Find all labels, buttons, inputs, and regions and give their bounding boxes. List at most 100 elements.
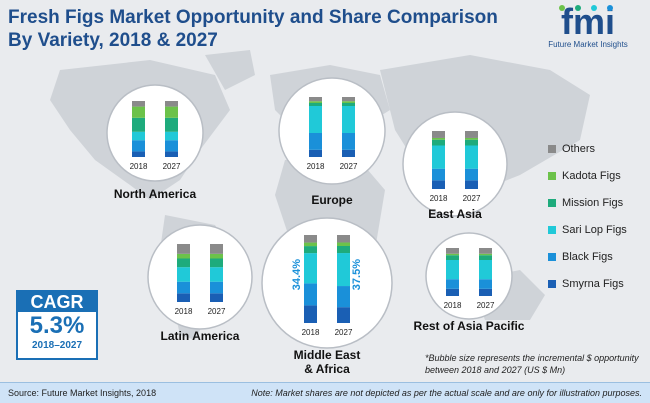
cagr-box: CAGR 5.3% 2018–2027	[16, 290, 98, 360]
logo-dot	[559, 5, 565, 11]
region-label: Rest of Asia Pacific	[414, 319, 525, 333]
bar-segment	[337, 246, 350, 254]
footer-bar: Source: Future Market Insights, 2018 Not…	[0, 382, 650, 403]
region-label: East Asia	[428, 207, 482, 221]
year-label: 2027	[163, 162, 181, 171]
bar-segment	[342, 106, 355, 133]
year-label: 2018	[302, 328, 320, 337]
bar-segment	[132, 140, 145, 152]
bar-segment	[309, 101, 322, 103]
bar-segment	[165, 117, 178, 132]
bar-segment	[165, 151, 178, 157]
legend-label: Others	[562, 142, 596, 155]
bar-segment	[210, 253, 223, 259]
bar-segment	[337, 242, 350, 246]
year-label: 2018	[130, 162, 148, 171]
legend-label: Sari Lop Figs	[562, 223, 627, 236]
bar-segment	[465, 145, 478, 169]
legend-swatch	[548, 144, 556, 153]
bar-segment	[432, 131, 445, 138]
bar-segment	[304, 283, 317, 306]
legend-swatch	[548, 279, 556, 288]
logo-subtitle: Future Market Insights	[548, 40, 628, 49]
bar-segment	[132, 106, 145, 118]
bar-segment	[446, 288, 459, 296]
bar-segment	[446, 248, 459, 254]
year-label: 2027	[335, 328, 353, 337]
disclaimer-text: Note: Market shares are not depicted as …	[251, 388, 642, 398]
region-bubble	[402, 111, 508, 217]
bar-segment	[432, 137, 445, 140]
bar-segment	[479, 253, 492, 256]
bar-segment	[177, 281, 190, 294]
bar-segment	[210, 244, 223, 254]
bar-segment	[309, 133, 322, 150]
region-group: 2018 2027 North America	[106, 84, 204, 201]
bar-segment	[309, 97, 322, 102]
bar-segment	[177, 253, 190, 259]
bar-segment	[337, 235, 350, 243]
region-label: Europe	[311, 193, 353, 207]
bar-segment	[446, 260, 459, 280]
legend-item: Smyrna Figs	[548, 270, 648, 297]
bar-segment	[304, 246, 317, 254]
bar-segment	[177, 293, 190, 302]
map-greenland	[205, 50, 255, 90]
logo-dot	[607, 5, 613, 11]
bar-segment	[132, 101, 145, 107]
bar-segment	[309, 106, 322, 133]
bar-segment	[465, 139, 478, 146]
bar-segment	[432, 168, 445, 181]
logo-wordmark: fmi	[561, 1, 615, 42]
fmi-logo: fmi Future Market Insights	[532, 2, 644, 56]
legend-label: Kadota Figs	[562, 169, 621, 182]
bar-segment	[177, 244, 190, 254]
year-label: 2018	[430, 194, 448, 203]
region-label: Middle East	[294, 348, 361, 362]
bar-segment	[132, 117, 145, 132]
logo-dots	[559, 5, 613, 11]
legend-label: Mission Figs	[562, 196, 624, 209]
bar-segment	[132, 151, 145, 157]
bar-segment	[337, 307, 350, 323]
cagr-label: CAGR	[18, 292, 96, 312]
legend-item: Kadota Figs	[548, 162, 648, 189]
bar-segment	[432, 180, 445, 189]
bar-segment	[465, 137, 478, 140]
legend-item: Sari Lop Figs	[548, 216, 648, 243]
region-bubble	[425, 232, 513, 320]
year-label: 2018	[444, 301, 462, 310]
bar-segment	[342, 103, 355, 106]
chart-legend: Others Kadota Figs Mission Figs Sari Lop Fi…	[548, 135, 648, 297]
bar-segment	[479, 260, 492, 280]
page-title: Fresh Figs Market Opportunity and Share …	[8, 7, 498, 51]
bar-segment	[210, 293, 223, 302]
region-group: 2018 34.4% 2027 37.5% Middle East& Africa	[261, 217, 393, 376]
bar-segment	[210, 267, 223, 282]
bar-segment	[165, 140, 178, 152]
bar-segment	[479, 255, 492, 260]
bubble-size-note: *Bubble size represents the incremental …	[425, 353, 639, 375]
bar-segment	[342, 133, 355, 150]
bar-segment	[309, 149, 322, 157]
bar-segment	[304, 305, 317, 323]
bar-segment	[165, 101, 178, 107]
bar-segment	[337, 253, 350, 287]
year-label: 2027	[340, 162, 358, 171]
region-label: & Africa	[304, 362, 350, 376]
bar-segment	[446, 253, 459, 256]
region-group: 2018 2027 Rest of Asia Pacific	[414, 232, 525, 333]
source-text: Source: Future Market Insights, 2018	[8, 388, 157, 398]
legend-item: Others	[548, 135, 648, 162]
region-bubble	[147, 224, 253, 330]
bar-segment	[304, 253, 317, 284]
bar-segment	[432, 145, 445, 169]
bar-segment	[342, 149, 355, 157]
year-label: 2018	[175, 307, 193, 316]
bar-segment	[479, 248, 492, 254]
logo-dot	[575, 5, 581, 11]
region-label: Latin America	[161, 329, 240, 343]
bar-segment	[465, 131, 478, 138]
